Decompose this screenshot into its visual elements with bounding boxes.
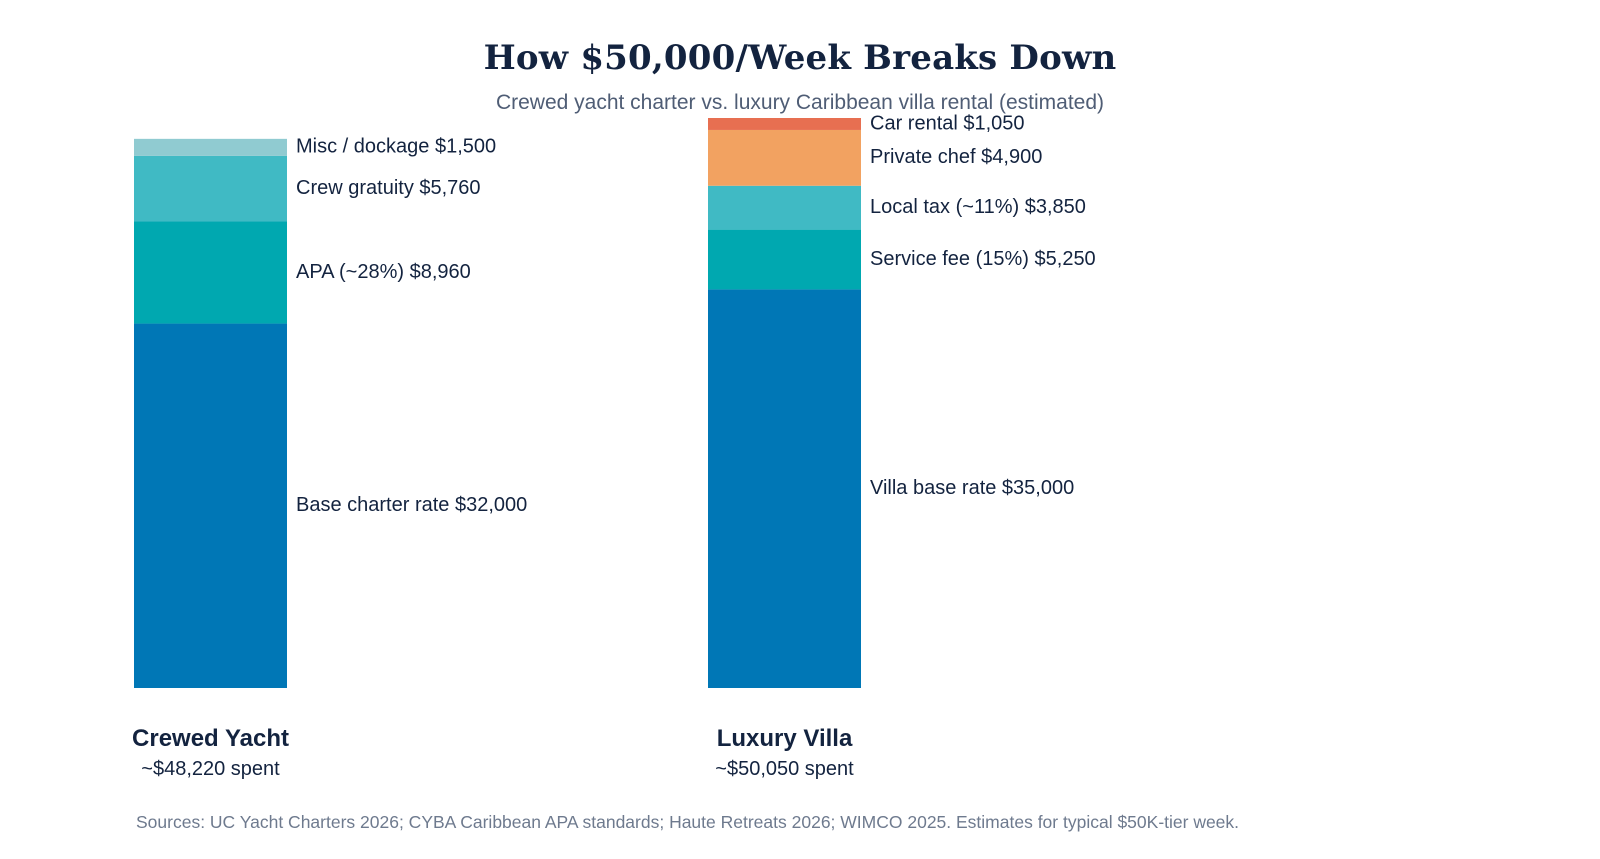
segment-label: APA (~28%) $8,960 xyxy=(296,261,471,283)
total-label: ~$50,050 spent xyxy=(715,758,854,780)
bar-segment xyxy=(708,229,861,290)
source-note: Sources: UC Yacht Charters 2026; CYBA Ca… xyxy=(136,812,1240,832)
bar-segment xyxy=(708,118,861,130)
bar-segment xyxy=(708,129,861,186)
chart-subtitle: Crewed yacht charter vs. luxury Caribbea… xyxy=(495,91,1105,114)
segment-label: Crew gratuity $5,760 xyxy=(296,177,481,199)
total-label: ~$48,220 spent xyxy=(141,758,280,780)
bar-segment xyxy=(134,323,287,688)
segment-label: Villa base rate $35,000 xyxy=(870,477,1074,499)
segment-label: Private chef $4,900 xyxy=(870,146,1042,168)
category-label: Crewed Yacht xyxy=(132,725,289,752)
bar-segment xyxy=(708,185,861,230)
bar-segment xyxy=(134,221,287,324)
category-label: Luxury Villa xyxy=(717,725,853,752)
chart-title: How $50,000/Week Breaks Down xyxy=(483,38,1117,78)
segment-label: Car rental $1,050 xyxy=(870,112,1025,134)
bar-segment xyxy=(134,138,287,156)
bar-segment xyxy=(134,155,287,222)
segment-label: Local tax (~11%) $3,850 xyxy=(870,196,1086,218)
bar-segment xyxy=(708,289,861,688)
segment-label: Misc / dockage $1,500 xyxy=(296,136,496,158)
segment-label: Service fee (15%) $5,250 xyxy=(870,248,1096,270)
segment-label: Base charter rate $32,000 xyxy=(296,494,527,516)
